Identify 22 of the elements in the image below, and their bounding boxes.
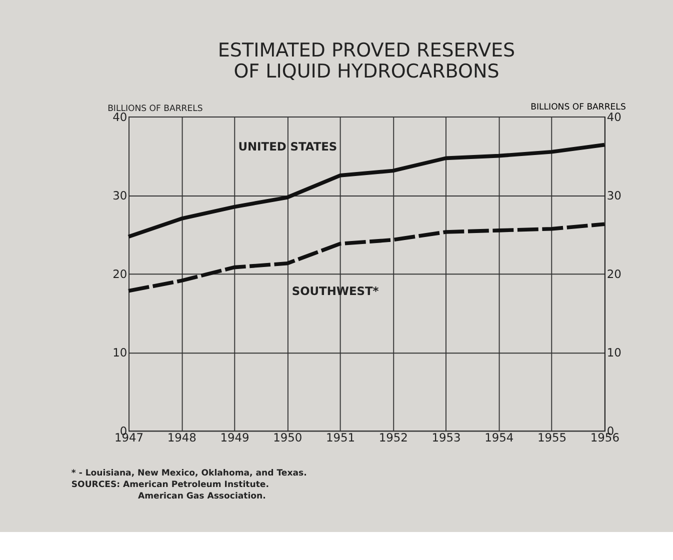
y2-tick-label: 40 xyxy=(606,110,622,124)
y2-tick-label: 20 xyxy=(606,266,622,281)
x-tick-label: 1950 xyxy=(273,430,302,445)
x-tick-label: 1948 xyxy=(167,430,196,445)
line-series xyxy=(126,142,606,239)
source-note: SOURCES: American Petroleum Institute. xyxy=(71,480,269,490)
x-tick-label: 1955 xyxy=(538,430,567,445)
text: American Gas Association. xyxy=(138,491,266,502)
chart-title: ESTIMATED PROVED RESERVES OF LIQUID HYDROCARBONS xyxy=(218,40,516,83)
x-tick-label: 1951 xyxy=(326,430,356,445)
y2-axis-title: BILLIONS OF BARRELS xyxy=(530,102,626,112)
y-tick-label: 10 xyxy=(112,345,128,360)
x-tick-label: 1949 xyxy=(220,430,250,445)
series-label: UNITED STATES xyxy=(238,140,338,154)
text: * - Louisiana, New Mexico, Oklahoma, and Texas. xyxy=(71,468,307,478)
y2-tick-label: 30 xyxy=(606,188,622,202)
x-tick-label: 1953 xyxy=(432,430,461,445)
y-tick-label: 20 xyxy=(112,266,128,281)
x-tick-label: 1952 xyxy=(378,430,408,445)
y2-tick-label: 10 xyxy=(606,345,622,360)
x-tick-label: 1954 xyxy=(484,430,514,445)
y-tick-label: 30 xyxy=(112,188,128,202)
